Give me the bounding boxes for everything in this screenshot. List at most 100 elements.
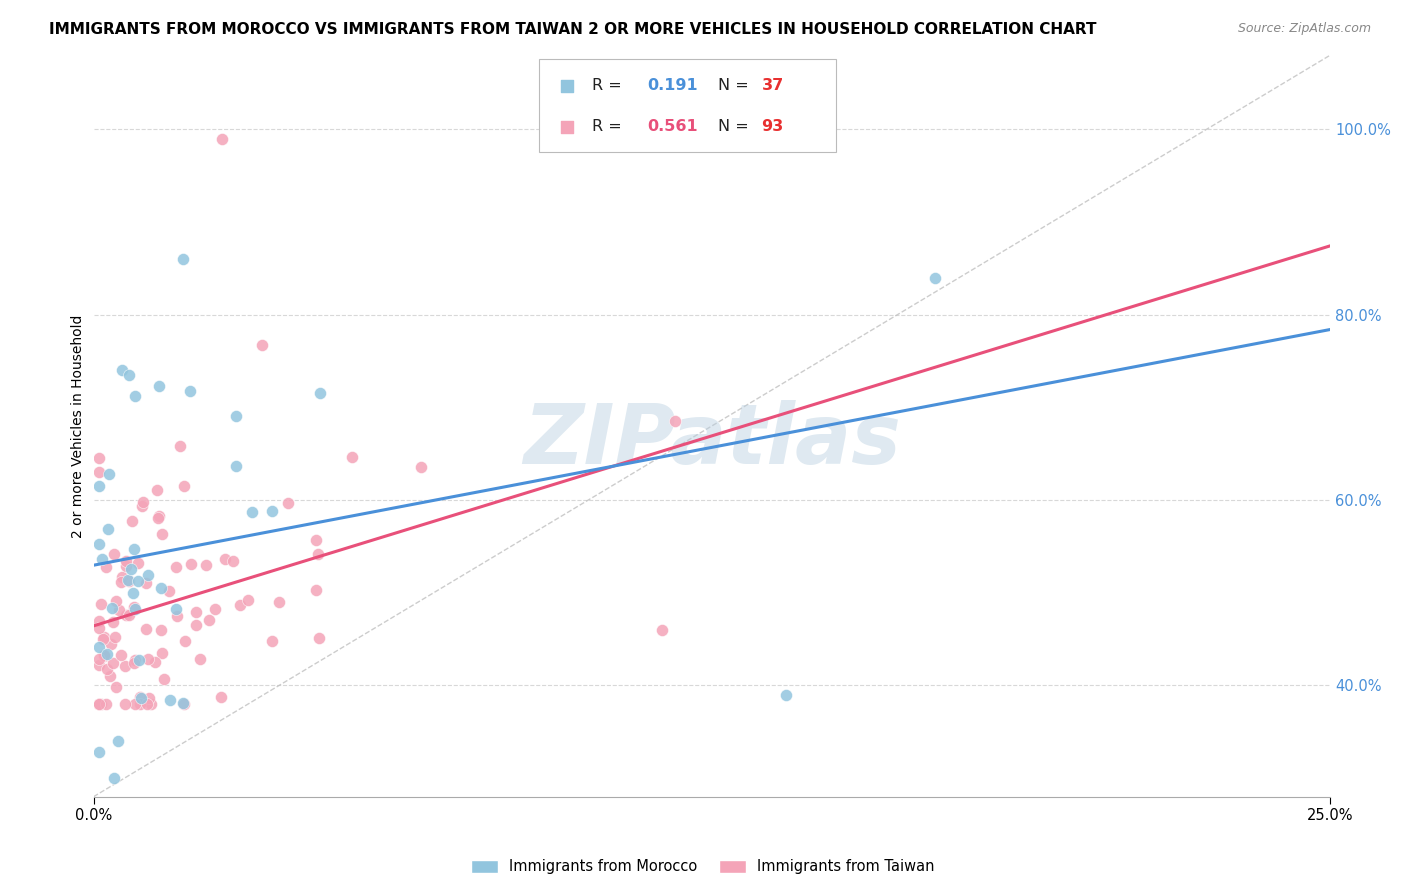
Point xyxy=(117,573,139,587)
Point xyxy=(87,621,110,635)
Text: 37: 37 xyxy=(762,78,783,93)
Point xyxy=(90,598,112,612)
Point xyxy=(87,451,110,466)
Point xyxy=(122,657,145,671)
Point xyxy=(127,574,149,589)
Point xyxy=(146,483,169,497)
Point xyxy=(103,771,125,785)
Point xyxy=(260,504,283,518)
Point xyxy=(115,558,138,573)
Text: 93: 93 xyxy=(762,119,783,134)
Point xyxy=(96,647,118,661)
Point xyxy=(87,652,110,666)
Point xyxy=(128,690,150,705)
Point xyxy=(91,632,114,646)
Point xyxy=(104,631,127,645)
Text: N =: N = xyxy=(718,119,754,134)
Point xyxy=(124,388,146,402)
Point xyxy=(262,634,284,648)
Point xyxy=(651,623,673,637)
Point xyxy=(179,384,201,398)
Point xyxy=(308,632,330,646)
Text: 0.561: 0.561 xyxy=(648,119,699,134)
Text: ZIPatlas: ZIPatlas xyxy=(523,401,901,482)
Point xyxy=(124,653,146,667)
Point xyxy=(146,510,169,524)
Point xyxy=(93,630,115,644)
Point xyxy=(186,617,208,632)
Point xyxy=(129,691,152,706)
Point xyxy=(211,131,233,145)
Point xyxy=(250,338,273,352)
Point xyxy=(98,467,121,481)
Point xyxy=(172,696,194,710)
Point xyxy=(96,662,118,676)
Point xyxy=(195,558,218,573)
Point xyxy=(103,548,125,562)
Point xyxy=(87,479,110,493)
Point xyxy=(104,680,127,694)
Point xyxy=(238,593,260,607)
Point xyxy=(309,385,332,400)
Point xyxy=(222,553,245,567)
Point xyxy=(173,479,195,493)
Point xyxy=(98,669,121,683)
Point xyxy=(101,600,124,615)
Point xyxy=(93,648,115,663)
Point xyxy=(775,688,797,702)
Point xyxy=(229,598,252,612)
Point xyxy=(152,646,174,660)
Point xyxy=(149,623,172,637)
Point xyxy=(129,697,152,711)
Point xyxy=(150,527,173,541)
Point xyxy=(87,640,110,654)
Point xyxy=(269,594,291,608)
Point xyxy=(111,363,134,377)
Point xyxy=(138,652,160,666)
Text: IMMIGRANTS FROM MOROCCO VS IMMIGRANTS FROM TAIWAN 2 OR MORE VEHICLES IN HOUSEHOL: IMMIGRANTS FROM MOROCCO VS IMMIGRANTS FR… xyxy=(49,22,1097,37)
Point xyxy=(90,697,112,711)
Point xyxy=(165,560,187,574)
Point xyxy=(148,379,170,393)
Legend: Immigrants from Morocco, Immigrants from Taiwan: Immigrants from Morocco, Immigrants from… xyxy=(465,854,941,880)
Point xyxy=(136,697,159,711)
Point xyxy=(87,745,110,759)
Point xyxy=(124,697,146,711)
Point xyxy=(204,602,226,616)
Point xyxy=(225,409,247,423)
Point xyxy=(104,594,127,608)
Point xyxy=(101,656,124,670)
Point xyxy=(114,659,136,673)
Point xyxy=(131,499,153,513)
Point xyxy=(135,575,157,590)
FancyBboxPatch shape xyxy=(538,59,835,152)
Point xyxy=(124,601,146,615)
Point xyxy=(157,583,180,598)
Point xyxy=(91,552,114,566)
Point xyxy=(664,414,686,428)
Text: Source: ZipAtlas.com: Source: ZipAtlas.com xyxy=(1237,22,1371,36)
Point xyxy=(127,556,149,570)
Text: N =: N = xyxy=(718,78,754,93)
Point xyxy=(148,509,170,524)
Point xyxy=(93,648,115,663)
Point xyxy=(122,542,145,557)
Point xyxy=(122,586,145,600)
Point xyxy=(198,613,221,627)
Point xyxy=(242,505,264,519)
Point xyxy=(100,637,122,651)
Point xyxy=(153,672,176,686)
Point xyxy=(132,495,155,509)
Point xyxy=(225,459,247,474)
Point xyxy=(118,574,141,588)
Point xyxy=(924,270,946,285)
Point xyxy=(107,734,129,748)
Point xyxy=(118,368,141,382)
Point xyxy=(114,553,136,567)
Point xyxy=(96,559,118,574)
Text: R =: R = xyxy=(592,119,627,134)
Point xyxy=(209,690,232,704)
Point xyxy=(159,693,181,707)
Point xyxy=(165,602,187,616)
Point xyxy=(110,648,132,663)
